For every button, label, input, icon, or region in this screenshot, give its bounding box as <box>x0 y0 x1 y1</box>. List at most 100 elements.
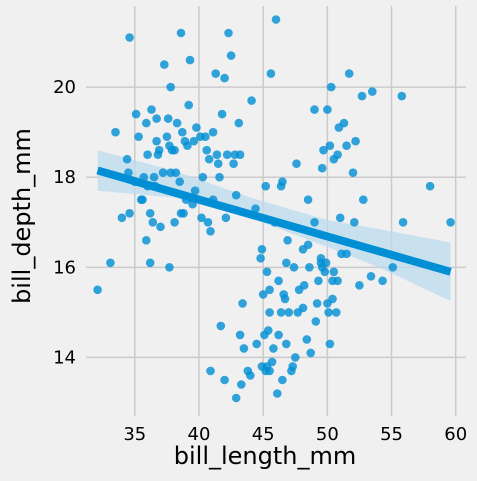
data-point <box>231 393 241 403</box>
data-point <box>106 258 115 268</box>
data-point <box>289 263 299 272</box>
data-point <box>317 163 327 173</box>
data-point <box>282 339 291 349</box>
data-point <box>291 353 300 362</box>
data-point <box>339 118 349 128</box>
data-point <box>325 141 335 150</box>
data-point <box>201 132 210 141</box>
data-point <box>162 132 172 141</box>
data-point <box>138 195 147 204</box>
data-point <box>176 28 186 38</box>
data-point <box>257 245 267 254</box>
data-point <box>152 136 161 146</box>
data-point <box>142 236 151 245</box>
data-point <box>156 222 165 232</box>
data-point <box>111 127 120 137</box>
data-point <box>185 55 195 65</box>
data-point <box>282 258 291 268</box>
data-point <box>154 145 164 155</box>
x-tick-label: 35 <box>123 424 146 445</box>
data-point <box>198 172 208 182</box>
data-point <box>321 258 331 268</box>
data-point <box>310 105 319 114</box>
data-point <box>246 371 255 380</box>
y-tick-label: 20 <box>53 77 76 98</box>
data-point <box>265 366 274 376</box>
data-point <box>311 317 321 326</box>
data-point <box>397 91 407 101</box>
data-point <box>355 281 364 290</box>
data-point <box>149 172 159 182</box>
data-point <box>310 218 319 227</box>
data-point <box>224 28 233 38</box>
data-point <box>323 105 332 114</box>
data-point <box>292 159 301 168</box>
x-axis-label: bill_length_mm <box>174 442 357 470</box>
data-point <box>305 263 314 272</box>
data-point <box>235 150 245 159</box>
y-tick-label: 18 <box>53 167 76 188</box>
data-point <box>325 339 335 349</box>
data-point <box>208 127 218 137</box>
data-point <box>342 249 351 259</box>
data-point <box>344 69 354 78</box>
data-point <box>93 285 102 295</box>
y-axis-label: bill_depth_mm <box>8 128 36 304</box>
data-point <box>220 73 229 83</box>
data-point <box>160 60 169 69</box>
data-point <box>203 218 213 227</box>
data-point <box>348 168 358 177</box>
x-tick-label: 55 <box>380 424 403 445</box>
data-point <box>170 145 179 155</box>
data-point <box>258 290 268 299</box>
data-point <box>163 114 173 123</box>
data-point <box>288 362 298 371</box>
data-point <box>148 218 158 227</box>
data-point <box>237 380 246 389</box>
data-point <box>213 159 223 168</box>
data-point <box>298 303 308 313</box>
data-point <box>366 272 376 281</box>
data-point <box>319 145 328 155</box>
data-point <box>239 344 249 353</box>
data-point <box>276 181 286 191</box>
data-point <box>221 213 231 223</box>
data-point <box>252 339 261 349</box>
data-point <box>357 91 367 101</box>
data-point <box>271 15 281 24</box>
data-point <box>350 218 359 227</box>
data-point <box>294 285 304 295</box>
data-point <box>234 118 244 128</box>
data-point <box>278 375 287 385</box>
data-point <box>283 236 292 245</box>
data-point <box>192 123 201 132</box>
data-point <box>342 141 351 150</box>
data-point <box>179 209 188 218</box>
data-point <box>145 258 155 268</box>
data-point <box>324 308 333 317</box>
data-point <box>446 218 455 227</box>
data-point <box>172 118 182 128</box>
data-point <box>122 154 132 164</box>
data-point <box>206 227 215 236</box>
data-point <box>184 100 193 110</box>
data-point <box>215 172 224 182</box>
data-point <box>265 308 274 317</box>
data-point <box>125 33 134 42</box>
data-point <box>302 335 312 344</box>
data-point <box>256 253 265 263</box>
data-point <box>274 330 283 340</box>
data-point <box>333 150 342 159</box>
data-point <box>261 181 271 191</box>
data-point <box>312 299 322 308</box>
data-point <box>332 308 341 317</box>
data-point <box>335 213 345 223</box>
data-point <box>238 299 247 308</box>
data-point <box>314 276 323 286</box>
data-point <box>206 366 215 376</box>
data-point <box>166 82 175 92</box>
data-point <box>145 209 155 218</box>
tick-label-layer: 35 40 45 50 55 60 14 16 18 20 <box>53 77 467 445</box>
data-point <box>134 132 143 141</box>
data-point <box>378 276 387 286</box>
